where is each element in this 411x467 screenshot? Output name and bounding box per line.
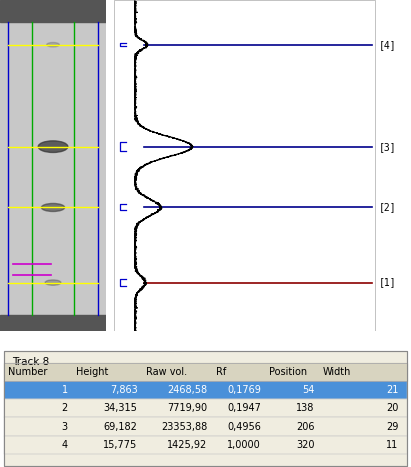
Text: 69,182: 69,182 bbox=[104, 422, 138, 432]
Text: [4]: [4] bbox=[379, 40, 396, 50]
Text: 34,315: 34,315 bbox=[104, 403, 138, 413]
Text: 7,863: 7,863 bbox=[110, 385, 138, 395]
Text: [3]: [3] bbox=[379, 142, 396, 152]
Text: [1]: [1] bbox=[379, 277, 396, 288]
Bar bbox=[4, 399, 407, 417]
Text: 15,775: 15,775 bbox=[104, 440, 138, 450]
Bar bbox=[4, 417, 407, 436]
Bar bbox=[4, 381, 407, 399]
Text: 2468,58: 2468,58 bbox=[167, 385, 208, 395]
Bar bbox=[0, 315, 106, 331]
Text: 320: 320 bbox=[296, 440, 314, 450]
Text: 0,4956: 0,4956 bbox=[227, 422, 261, 432]
Text: 7719,90: 7719,90 bbox=[167, 403, 208, 413]
Text: 2: 2 bbox=[62, 403, 68, 413]
Text: 20: 20 bbox=[386, 403, 399, 413]
Text: 206: 206 bbox=[296, 422, 314, 432]
Text: Position: Position bbox=[269, 367, 307, 377]
Text: 138: 138 bbox=[296, 403, 314, 413]
Text: 21: 21 bbox=[386, 385, 399, 395]
Ellipse shape bbox=[38, 141, 68, 152]
Text: Track 8: Track 8 bbox=[12, 357, 50, 367]
Text: Height: Height bbox=[76, 367, 109, 377]
Text: 54: 54 bbox=[302, 385, 314, 395]
Bar bbox=[0, 0, 106, 22]
Bar bbox=[4, 436, 407, 454]
Text: 0,1947: 0,1947 bbox=[227, 403, 261, 413]
Text: 0,1769: 0,1769 bbox=[227, 385, 261, 395]
Text: Number: Number bbox=[8, 367, 48, 377]
Text: 23353,88: 23353,88 bbox=[161, 422, 208, 432]
Text: [2]: [2] bbox=[379, 203, 396, 212]
Ellipse shape bbox=[47, 42, 59, 47]
Text: 3: 3 bbox=[62, 422, 68, 432]
Text: 11: 11 bbox=[386, 440, 399, 450]
Text: 29: 29 bbox=[386, 422, 399, 432]
Text: 4: 4 bbox=[62, 440, 68, 450]
Bar bbox=[114, 0, 375, 331]
Ellipse shape bbox=[45, 280, 61, 285]
Ellipse shape bbox=[42, 204, 65, 212]
Text: 1425,92: 1425,92 bbox=[167, 440, 208, 450]
Text: 1,0000: 1,0000 bbox=[227, 440, 261, 450]
Text: Raw vol.: Raw vol. bbox=[146, 367, 187, 377]
Text: Width: Width bbox=[323, 367, 351, 377]
Text: Rf: Rf bbox=[216, 367, 226, 377]
Text: 1: 1 bbox=[62, 385, 68, 395]
Bar bbox=[4, 363, 407, 381]
